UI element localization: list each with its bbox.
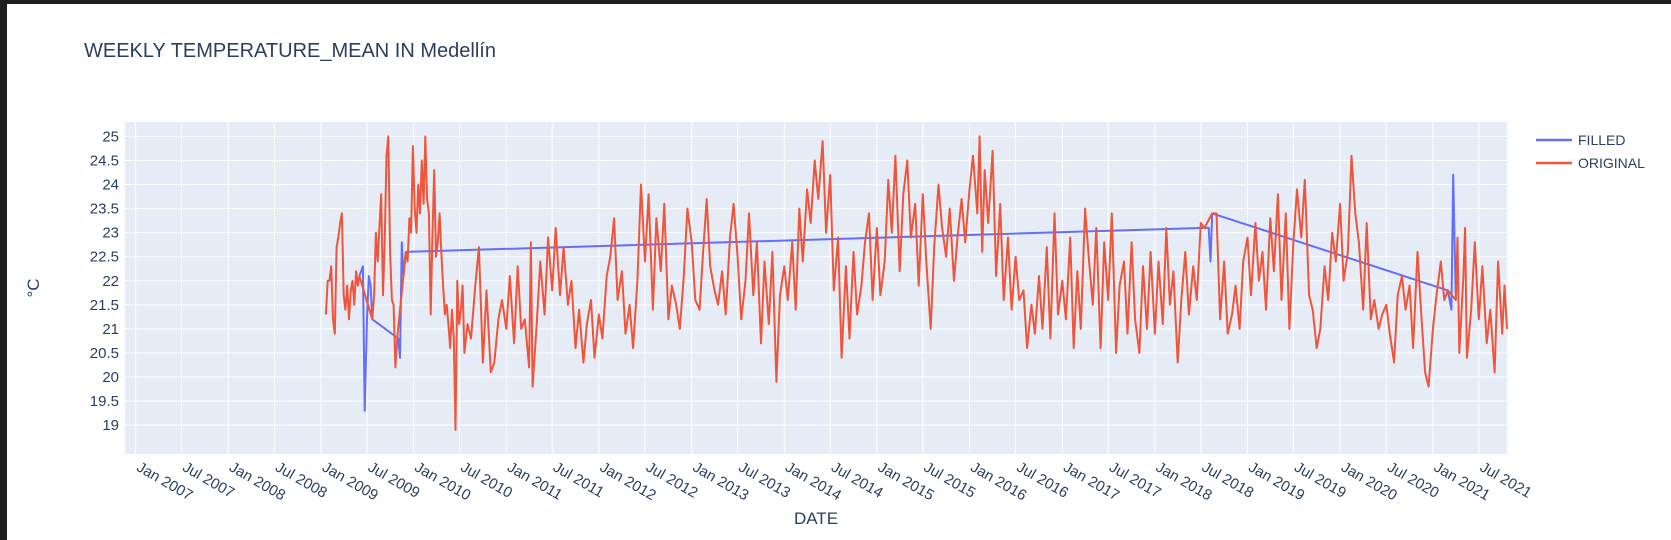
y-axis-ticks: 19 19.5 20 20.5 21 21.5 22 22.5 23 23.5 24 24.5 25 bbox=[90, 128, 119, 434]
line-chart: WEEKLY TEMPERATURE_MEAN IN Medellín 1919… bbox=[24, 40, 1645, 528]
y-tick-label: 21 bbox=[102, 321, 119, 338]
legend-item-filled[interactable]: FILLED bbox=[1536, 132, 1625, 148]
legend-item-original[interactable]: ORIGINAL bbox=[1536, 155, 1645, 171]
series-line-filled bbox=[358, 173, 1457, 412]
y-tick-label: 25 bbox=[102, 128, 119, 145]
y-tick-label: 19.5 bbox=[90, 393, 119, 410]
chart-frame: WEEKLY TEMPERATURE_MEAN IN Medellín 19 19… bbox=[7, 4, 1671, 540]
y-tick-label: 23.5 bbox=[90, 201, 119, 218]
series-line-original bbox=[324, 135, 1508, 431]
y-tick-label: 24 bbox=[102, 177, 119, 194]
legend-label: ORIGINAL bbox=[1578, 155, 1645, 171]
y-tick-label: 20 bbox=[102, 369, 119, 386]
y-tick-label: 20.5 bbox=[90, 345, 119, 362]
x-axis-title: DATE bbox=[794, 509, 838, 528]
y-tick-label: 22.5 bbox=[90, 249, 119, 266]
series-layer bbox=[324, 135, 1508, 431]
y-tick-label: 19 bbox=[102, 417, 119, 434]
y-tick-label: 21.5 bbox=[90, 297, 119, 314]
y-tick-label: 22 bbox=[102, 273, 119, 290]
y-tick-label: 23 bbox=[102, 225, 119, 242]
y-axis-title: °C bbox=[24, 278, 43, 297]
y-tick-label: 24.5 bbox=[90, 152, 119, 169]
legend[interactable]: FILLED ORIGINAL bbox=[1536, 132, 1645, 171]
chart-title: WEEKLY TEMPERATURE_MEAN IN Medellín bbox=[84, 40, 496, 62]
legend-label: FILLED bbox=[1578, 132, 1625, 148]
